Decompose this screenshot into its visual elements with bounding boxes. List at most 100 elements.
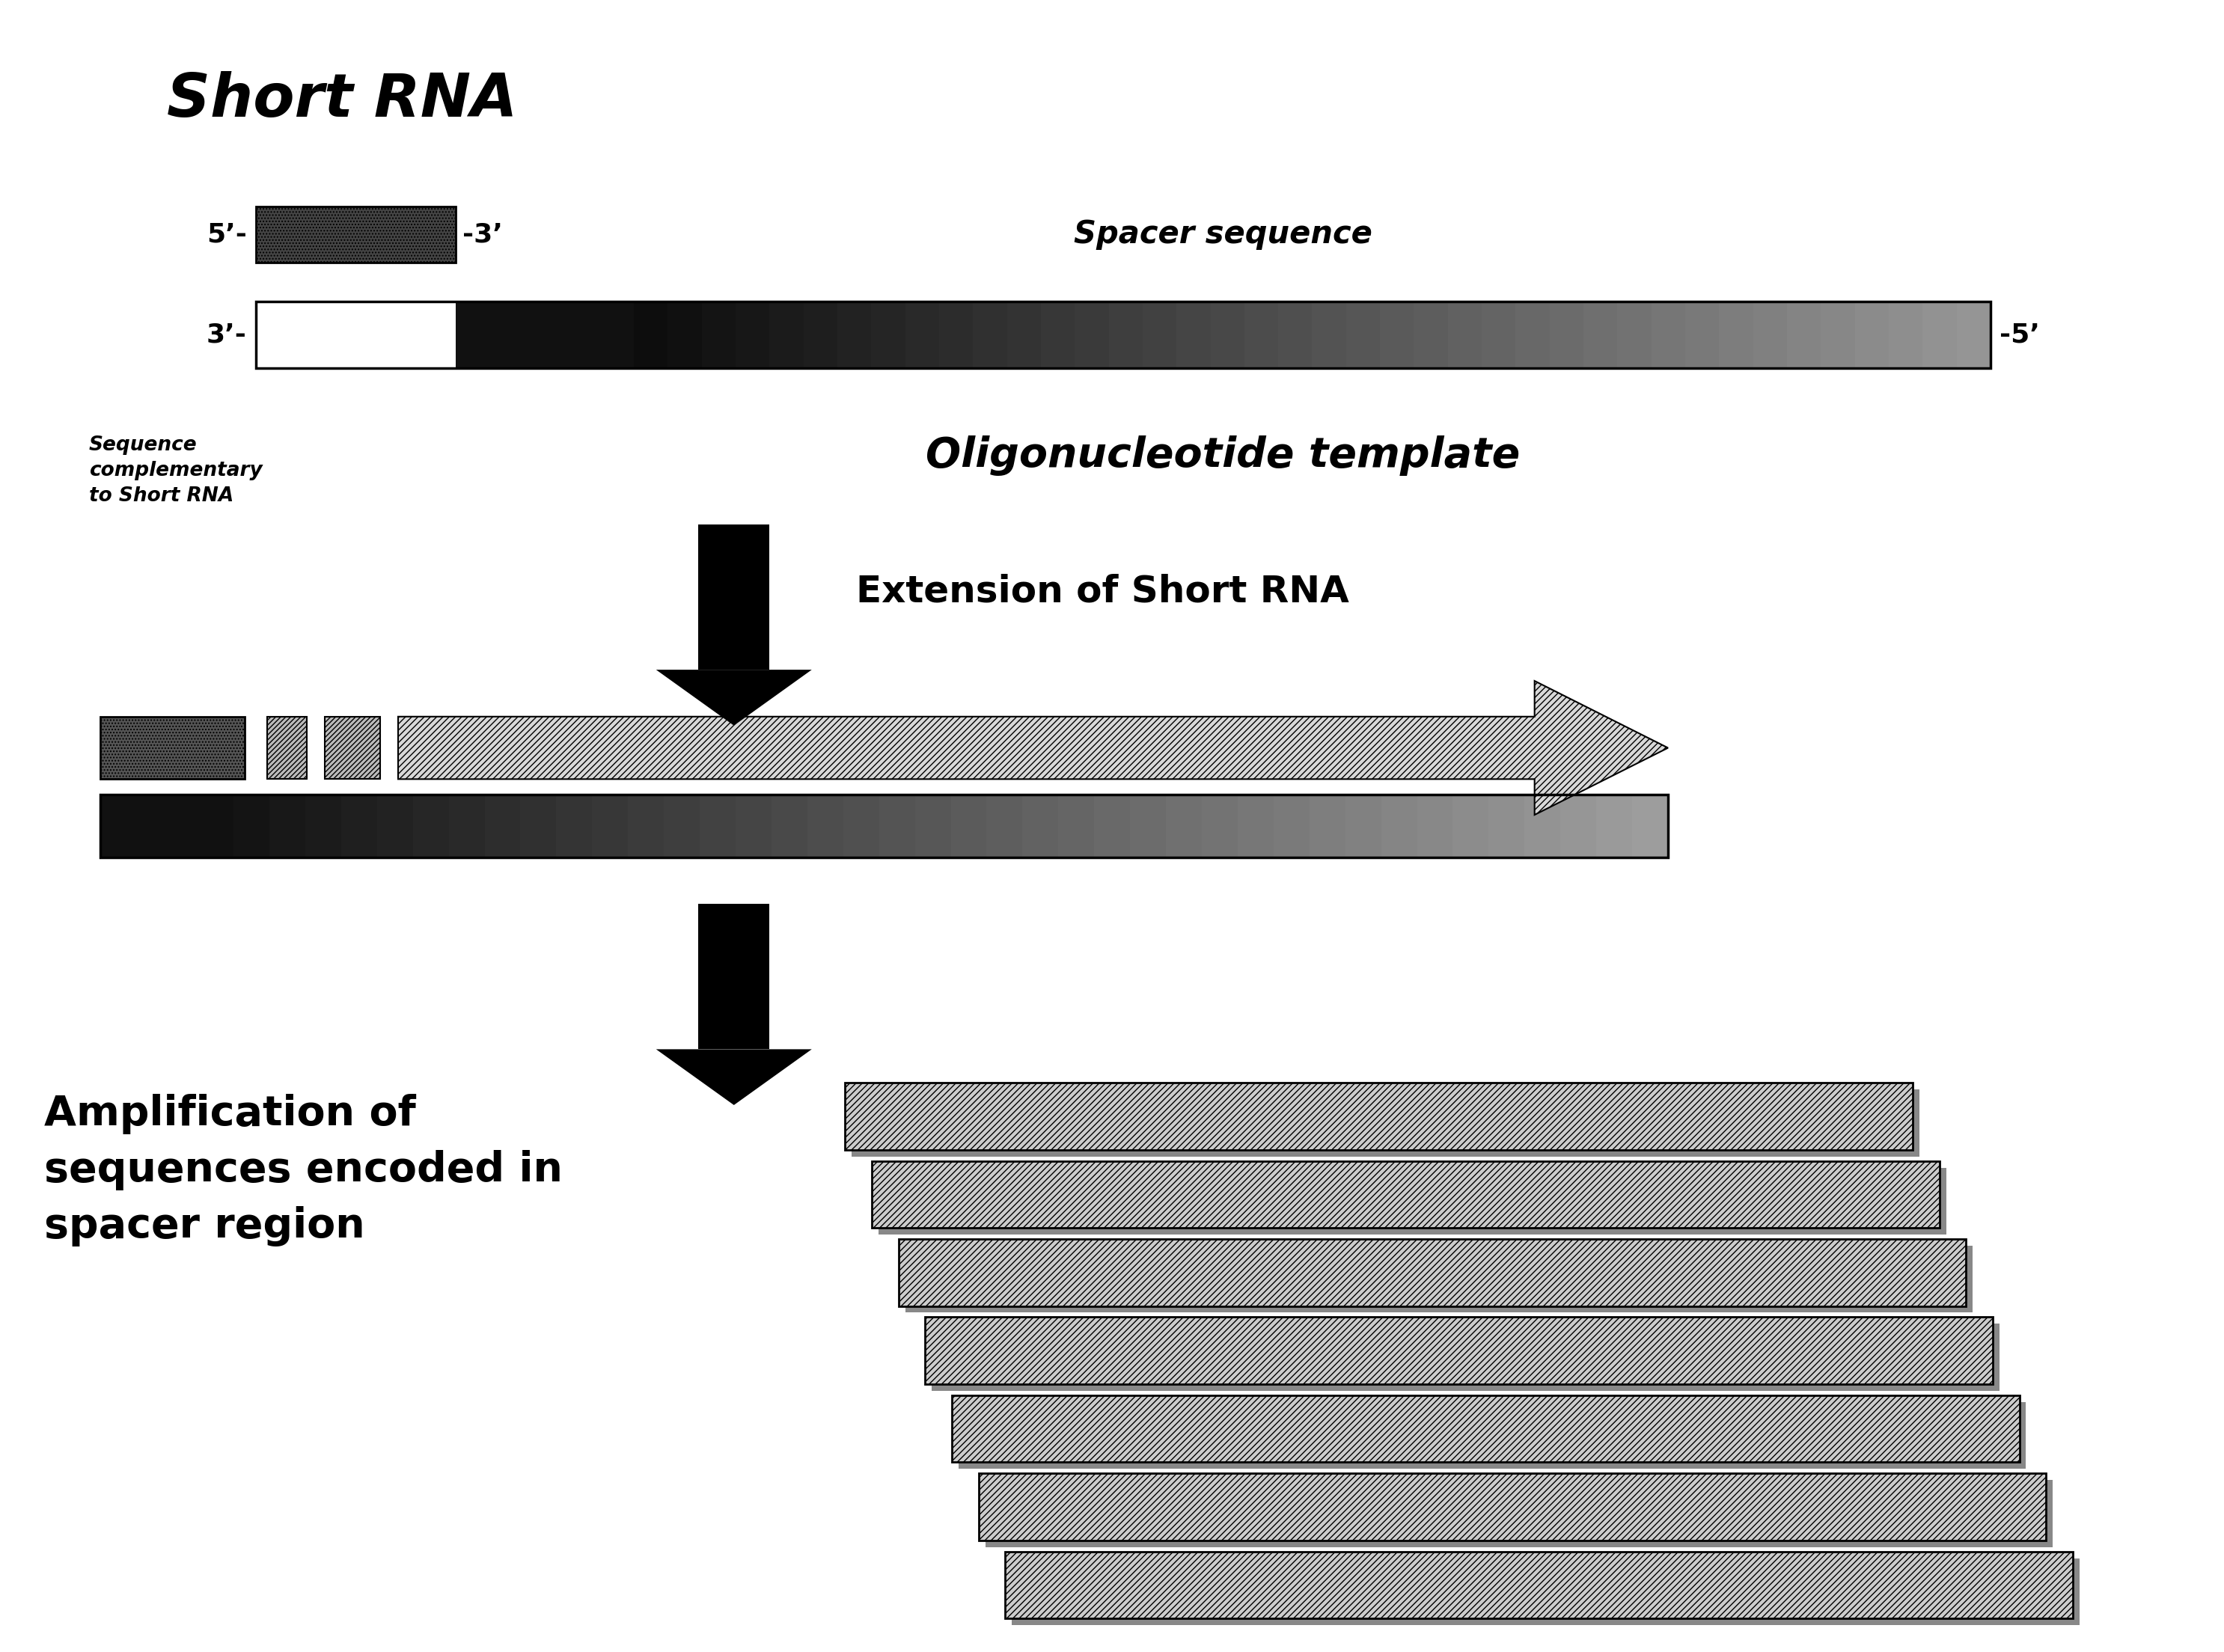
Bar [1165,795,1203,857]
Bar [269,795,307,857]
Bar [987,795,1023,857]
Bar [878,1168,1946,1234]
Bar [1488,795,1526,857]
Bar [952,795,987,857]
Bar [1632,795,1668,857]
Text: 3’-: 3’- [207,322,247,347]
Bar [1597,795,1632,857]
Bar [627,795,665,857]
Bar [1143,301,1179,368]
Bar [836,301,872,368]
Bar [845,1082,1913,1150]
Bar [634,301,1990,368]
Polygon shape [656,1049,812,1105]
Bar [772,795,810,857]
Bar [234,795,1668,857]
Bar [1550,301,1586,368]
Bar [1237,795,1274,857]
Bar [376,795,414,857]
Bar [1312,301,1348,368]
Bar [1012,1558,2079,1626]
Text: Amplification of
sequences encoded in
spacer region: Amplification of sequences encoded in sp… [44,1094,563,1247]
Bar [932,1323,1999,1391]
Bar [843,795,881,857]
Bar [414,795,449,857]
Bar [898,1239,1966,1307]
Bar [1130,795,1168,857]
Bar [256,301,1990,368]
Bar [1094,795,1132,857]
Bar [905,1246,1973,1313]
Bar [1753,301,1788,368]
Bar [100,795,234,857]
Bar [1274,795,1310,857]
Bar [770,301,805,368]
Bar [1617,301,1652,368]
Bar [325,717,380,780]
Bar [1719,301,1755,368]
Bar [1074,301,1110,368]
Polygon shape [656,669,812,725]
Bar [1650,301,1686,368]
Bar [1526,795,1561,857]
Bar [340,795,378,857]
Bar [556,795,594,857]
Text: 5’-: 5’- [207,221,247,248]
Bar [1007,301,1041,368]
Bar [698,904,770,1049]
Bar [256,206,456,263]
Bar [1245,301,1279,368]
Bar [1346,301,1381,368]
Bar [985,1480,2053,1546]
Bar [1210,301,1245,368]
Bar [1583,301,1619,368]
Bar [1448,301,1483,368]
Bar [1108,301,1143,368]
Bar [100,717,245,780]
Bar [485,795,520,857]
Bar [1381,795,1419,857]
Bar [634,301,669,368]
Bar [807,795,845,857]
Text: -3’: -3’ [463,221,503,248]
Polygon shape [398,681,1668,814]
Text: -5’: -5’ [1999,322,2039,347]
Bar [872,1161,1939,1227]
Bar [701,795,736,857]
Bar [736,301,772,368]
Bar [1201,795,1239,857]
Bar [100,795,1668,857]
Bar [1686,301,1721,368]
Bar [905,301,941,368]
Bar [925,1317,1993,1384]
Bar [449,795,485,857]
Text: Spacer sequence: Spacer sequence [1074,218,1372,249]
Bar [1922,301,1957,368]
Bar [663,795,701,857]
Bar [1417,795,1454,857]
Bar [267,717,307,780]
Bar [1788,301,1821,368]
Text: Sequence
complementary
to Short RNA: Sequence complementary to Short RNA [89,436,262,506]
Bar [256,301,456,368]
Bar [914,795,952,857]
Bar [974,301,1007,368]
Bar [456,301,634,368]
Bar [1888,301,1924,368]
Bar [803,301,838,368]
Bar [1957,301,1993,368]
Bar [1310,795,1346,857]
Bar [1023,795,1059,857]
Bar [1041,301,1076,368]
Bar [667,301,703,368]
Bar [1279,301,1312,368]
Bar [703,301,736,368]
Bar [1005,1551,2073,1619]
Bar [305,795,342,857]
Bar [1481,301,1517,368]
Bar [939,301,974,368]
Bar [1561,795,1597,857]
Bar [878,795,916,857]
Bar [952,1396,2019,1462]
Bar [872,301,907,368]
